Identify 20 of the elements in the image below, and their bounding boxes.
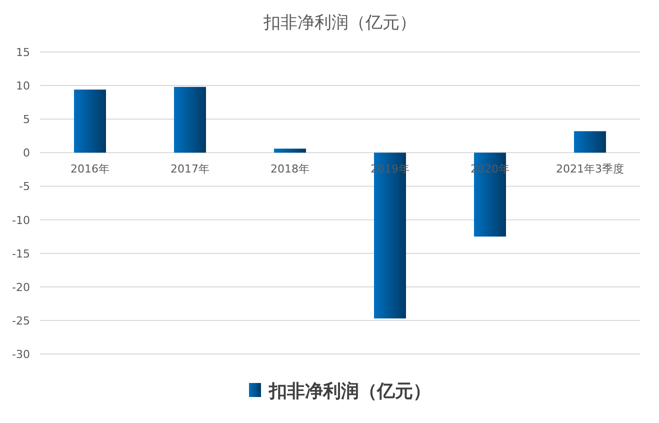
y-tick-label: 15 <box>16 46 30 59</box>
y-tick-label: 0 <box>23 146 30 160</box>
y-tick-label: -25 <box>12 314 30 328</box>
x-tick-label: 2018年 <box>270 162 310 176</box>
y-tick-label: -10 <box>12 214 30 227</box>
y-tick-label: 5 <box>23 113 30 126</box>
y-tick-label: -15 <box>12 247 30 260</box>
bar <box>74 90 106 153</box>
bar <box>274 148 306 153</box>
x-tick-label: 2016年 <box>70 162 110 176</box>
chart-title: 扣非净利润（亿元） <box>262 13 416 33</box>
bar <box>574 131 606 153</box>
y-tick-label: -5 <box>19 180 30 194</box>
y-tick-label: -20 <box>12 280 30 294</box>
legend-label: 扣非净利润（亿元） <box>268 381 431 402</box>
y-tick-label: 10 <box>16 80 30 93</box>
x-tick-label: 2021年3季度 <box>556 162 624 176</box>
bar <box>174 86 206 153</box>
x-tick-label: 2017年 <box>170 162 210 176</box>
y-tick-label: -30 <box>12 348 30 361</box>
